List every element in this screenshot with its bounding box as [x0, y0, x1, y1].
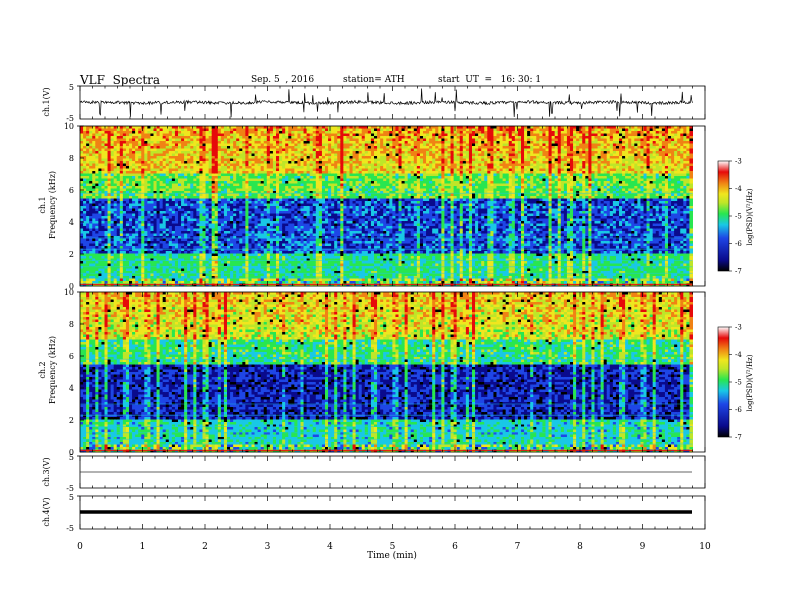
ch1-waveform-panel: 5 -5 ch.1(V) [42, 83, 705, 123]
ch1-ytick-top: 5 [69, 83, 74, 92]
vlf-spectra-figure: 5 -5 ch.1(V) 0246810 ch.1 Frequency (kHz… [0, 0, 792, 612]
ch1-waveform-ylabel: ch.1(V) [42, 87, 51, 116]
ch1-spectrogram-heatmap [80, 126, 693, 287]
